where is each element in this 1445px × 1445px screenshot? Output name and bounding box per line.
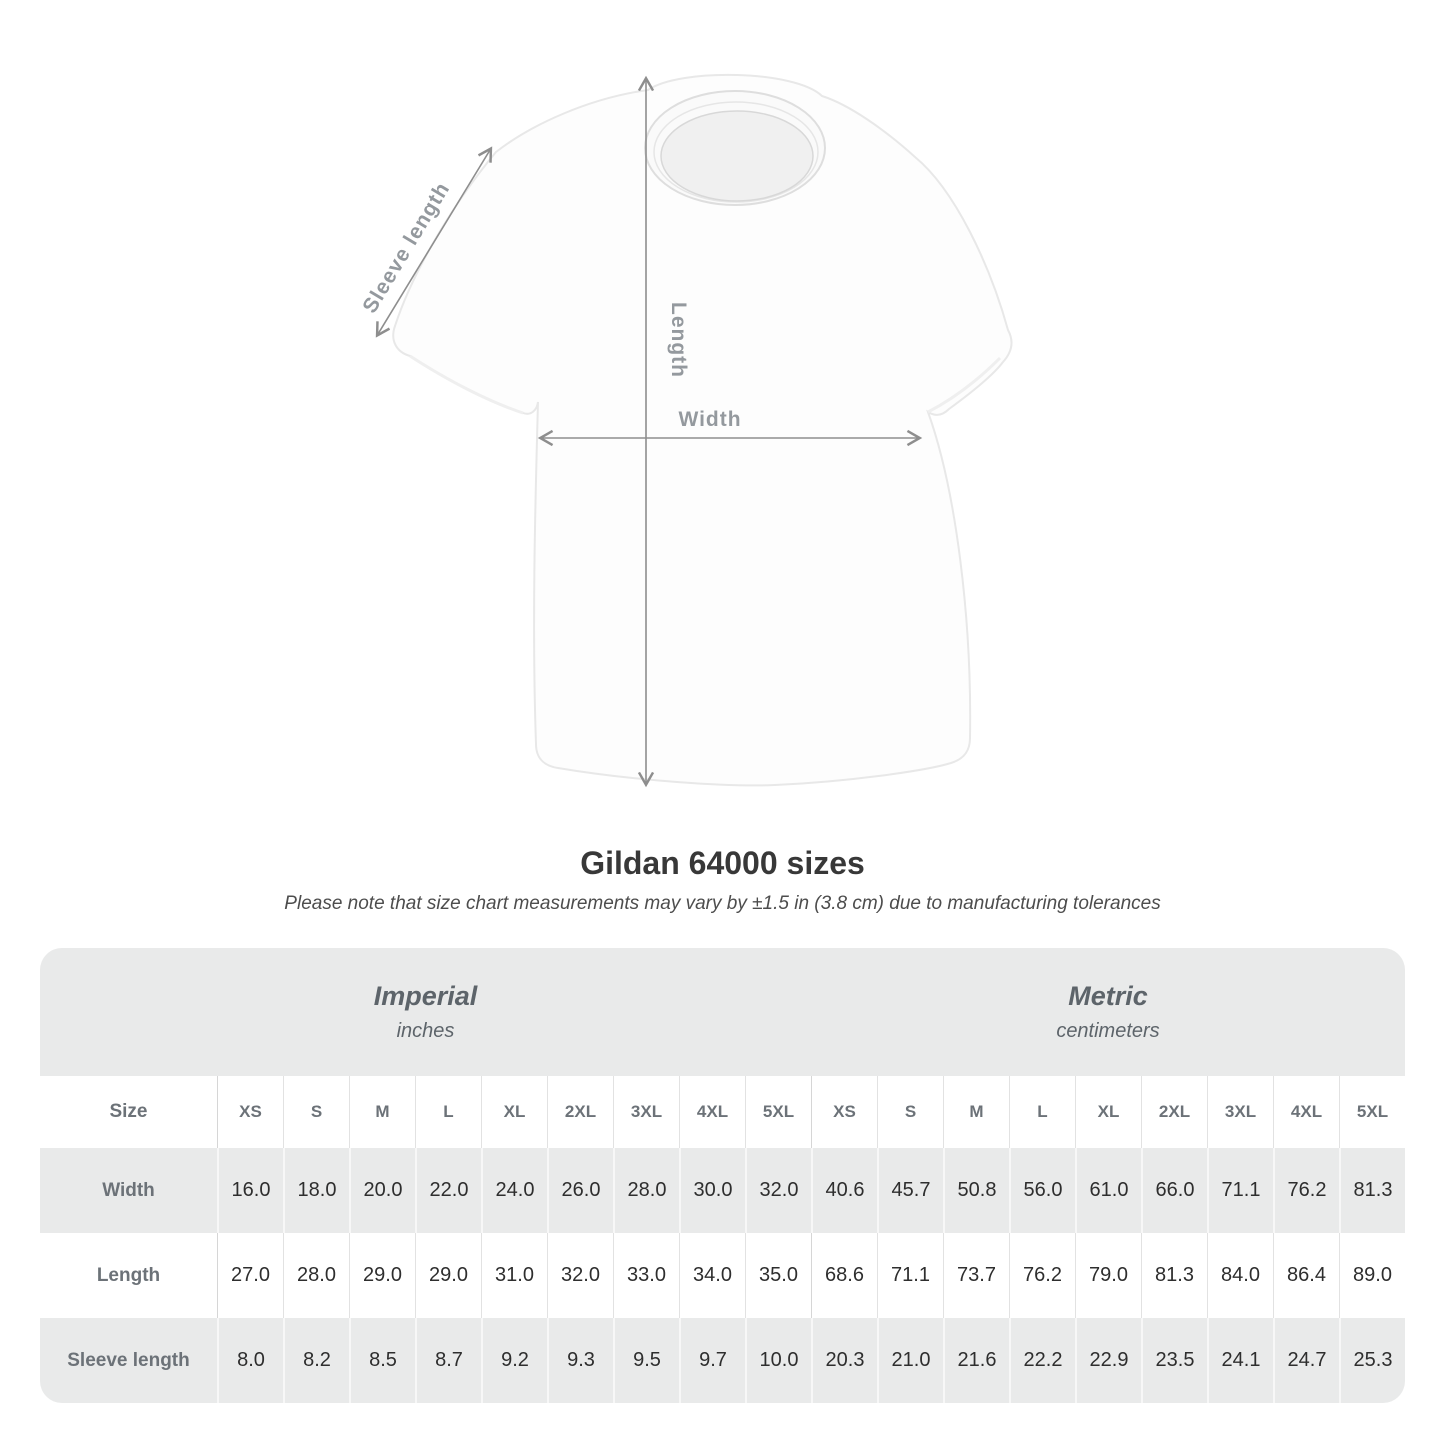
measurement-cell-metric: 71.1: [1207, 1148, 1273, 1233]
measurement-row-label: Sleeve length: [67, 1349, 190, 1371]
measurement-cell-imperial: 31.0: [481, 1233, 547, 1318]
size-col-header: XL: [481, 1076, 547, 1148]
size-col-header: 3XL: [1207, 1076, 1273, 1148]
measurement-cell-imperial: 27.0: [217, 1233, 283, 1318]
measurement-cell-imperial: 28.0: [283, 1233, 349, 1318]
measurement-cell-metric: 45.7: [877, 1148, 943, 1233]
size-col-header: S: [283, 1076, 349, 1148]
measurement-cell-metric: 61.0: [1075, 1148, 1141, 1233]
measurement-cell-imperial: 9.3: [547, 1318, 613, 1403]
size-col-header: XS: [811, 1076, 877, 1148]
measurement-cell-metric: 76.2: [1009, 1233, 1075, 1318]
size-col-header: 4XL: [1273, 1076, 1339, 1148]
size-col-header: 3XL: [613, 1076, 679, 1148]
measurement-cell-metric: 21.0: [877, 1318, 943, 1403]
measurement-cell-metric: 73.7: [943, 1233, 1009, 1318]
measurement-cell-imperial: 32.0: [547, 1233, 613, 1318]
measurement-cell-imperial: 8.2: [283, 1318, 349, 1403]
measurement-cell-metric: 71.1: [877, 1233, 943, 1318]
length-label: Length: [667, 302, 690, 378]
size-col-header: XL: [1075, 1076, 1141, 1148]
tshirt-diagram-svg: Sleeve length Length Width: [358, 73, 1013, 788]
measurement-cell-imperial: 8.5: [349, 1318, 415, 1403]
metric-header: Metric centimeters: [811, 948, 1405, 1076]
size-header-row: Size XS S M L XL 2XL 3XL 4XL 5XL XS S M L XL 2XL 3XL 4XL 5…: [40, 1076, 1405, 1148]
size-col-header: M: [943, 1076, 1009, 1148]
measurement-row: Sleeve length 8.0 8.2 8.5 8.7 9.2 9.3 9.5 9.7 10.…: [40, 1318, 1405, 1403]
sleeve-length-arrow: [375, 146, 493, 338]
measurement-cell-metric: 25.3: [1339, 1318, 1405, 1403]
size-col-header: 5XL: [745, 1076, 811, 1148]
measurement-cell-imperial: 26.0: [547, 1148, 613, 1233]
unit-system-header-row: Imperial inches Metric centimeters: [40, 948, 1405, 1076]
size-col-header: XS: [217, 1076, 283, 1148]
imperial-header-unit: inches: [396, 1020, 455, 1042]
size-col-header: L: [1009, 1076, 1075, 1148]
measurement-cell-metric: 76.2: [1273, 1148, 1339, 1233]
size-chart-table: Imperial inches Metric centimeters Size X…: [40, 948, 1405, 1403]
imperial-header-name: Imperial: [373, 981, 478, 1011]
measurement-cell-metric: 20.3: [811, 1318, 877, 1403]
size-col-header: S: [877, 1076, 943, 1148]
tolerance-note: Please note that size chart measurements…: [284, 893, 1161, 914]
measurement-cell-imperial: 8.7: [415, 1318, 481, 1403]
size-chart-table-body: Size XS S M L XL 2XL 3XL 4XL 5XL XS S M L XL 2XL 3XL 4XL 5…: [40, 1076, 1405, 1403]
measurement-cell-metric: 79.0: [1075, 1233, 1141, 1318]
measurement-cell-metric: 24.1: [1207, 1318, 1273, 1403]
width-label: Width: [678, 408, 741, 431]
measurement-cell-metric: 22.9: [1075, 1318, 1141, 1403]
metric-header-name: Metric: [1068, 981, 1148, 1011]
measurement-cell-imperial: 9.5: [613, 1318, 679, 1403]
size-col-header: L: [415, 1076, 481, 1148]
measurement-cell-metric: 68.6: [811, 1233, 877, 1318]
measurement-cell-imperial: 24.0: [481, 1148, 547, 1233]
measurement-cell-metric: 23.5: [1141, 1318, 1207, 1403]
measurement-cell-imperial: 16.0: [217, 1148, 283, 1233]
measurement-cell-metric: 66.0: [1141, 1148, 1207, 1233]
measurement-cell-imperial: 10.0: [745, 1318, 811, 1403]
measurement-cell-metric: 22.2: [1009, 1318, 1075, 1403]
tshirt-measurement-diagram: Sleeve length Length Width: [350, 55, 1050, 825]
measurement-cell-imperial: 9.2: [481, 1318, 547, 1403]
metric-header-unit: centimeters: [1056, 1020, 1160, 1042]
measurement-row: Length 27.0 28.0 29.0 29.0 31.0 32.0 33.0 34.0 35…: [40, 1233, 1405, 1318]
measurement-cell-metric: 50.8: [943, 1148, 1009, 1233]
measurement-row-label: Width: [102, 1179, 155, 1201]
measurement-cell-imperial: 34.0: [679, 1233, 745, 1318]
measurement-cell-imperial: 22.0: [415, 1148, 481, 1233]
measurement-arrows: [375, 75, 923, 788]
size-col-header: M: [349, 1076, 415, 1148]
measurement-cell-metric: 84.0: [1207, 1233, 1273, 1318]
measurement-cell-metric: 89.0: [1339, 1233, 1405, 1318]
measurement-cell-imperial: 29.0: [349, 1233, 415, 1318]
measurement-cell-metric: 56.0: [1009, 1148, 1075, 1233]
size-col-header: 5XL: [1339, 1076, 1405, 1148]
measurement-cell-imperial: 28.0: [613, 1148, 679, 1233]
measurement-cell-metric: 24.7: [1273, 1318, 1339, 1403]
measurement-cell-imperial: 30.0: [679, 1148, 745, 1233]
size-col-header: 2XL: [1141, 1076, 1207, 1148]
measurement-cell-imperial: 18.0: [283, 1148, 349, 1233]
page-title: Gildan 64000 sizes: [580, 845, 865, 881]
measurement-cell-imperial: 9.7: [679, 1318, 745, 1403]
measurement-cell-imperial: 32.0: [745, 1148, 811, 1233]
size-col-header: 4XL: [679, 1076, 745, 1148]
size-col-header: 2XL: [547, 1076, 613, 1148]
measurement-cell-imperial: 33.0: [613, 1233, 679, 1318]
measurement-cell-metric: 86.4: [1273, 1233, 1339, 1318]
measurement-cell-metric: 81.3: [1141, 1233, 1207, 1318]
size-row-label: Size: [109, 1101, 148, 1122]
measurement-cell-metric: 81.3: [1339, 1148, 1405, 1233]
measurement-row-label: Length: [96, 1264, 161, 1286]
measurement-cell-imperial: 20.0: [349, 1148, 415, 1233]
measurement-cell-imperial: 35.0: [745, 1233, 811, 1318]
measurement-row: Width 16.0 18.0 20.0 22.0 24.0 26.0 28.0 30.0 32.…: [40, 1148, 1405, 1233]
measurement-cell-metric: 40.6: [811, 1148, 877, 1233]
measurement-cell-imperial: 29.0: [415, 1233, 481, 1318]
measurement-cell-imperial: 8.0: [217, 1318, 283, 1403]
measurement-cell-metric: 21.6: [943, 1318, 1009, 1403]
imperial-header: Imperial inches: [40, 948, 811, 1076]
